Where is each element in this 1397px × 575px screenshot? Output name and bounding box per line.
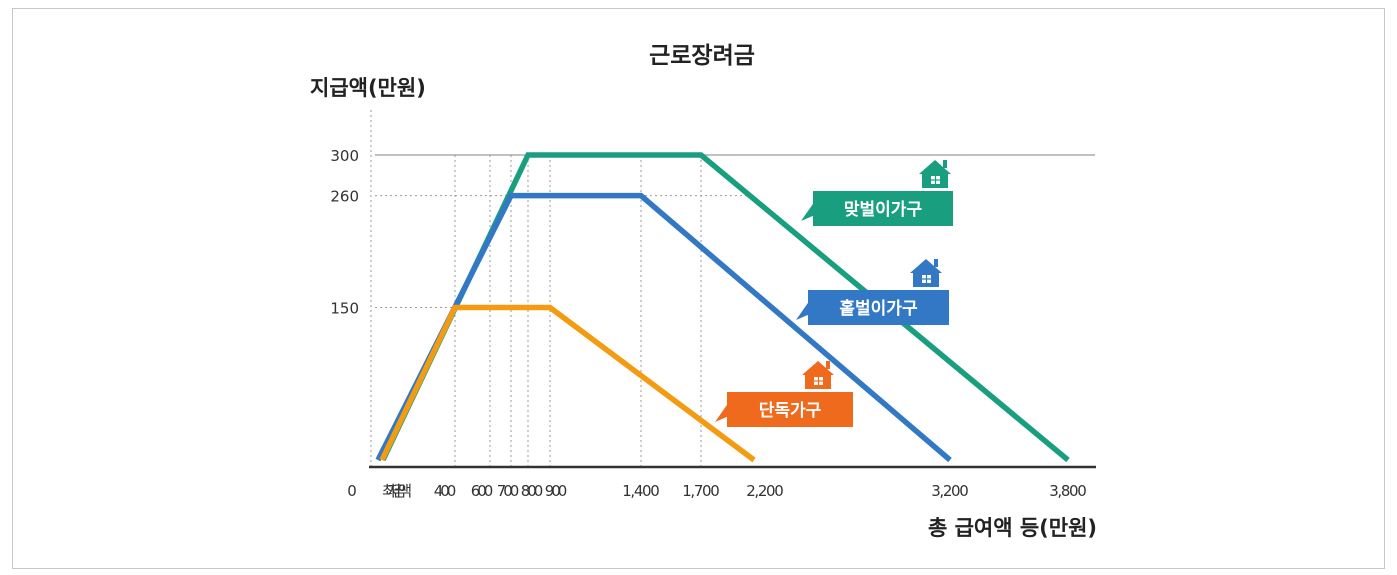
series-line-single-person <box>379 304 756 463</box>
x-tick-label: 2,200 <box>746 482 784 500</box>
x-tick-label: 700 <box>497 482 520 500</box>
label-box <box>727 392 853 427</box>
y-tick-label: 260 <box>330 188 359 206</box>
x-tick-label: 900 <box>545 482 568 500</box>
y-tick-labels: 300 260 150 <box>330 147 359 318</box>
legend-label-single-person: 단독가구 <box>715 361 853 427</box>
chart-frame <box>12 8 1385 569</box>
series-line-single-income <box>375 192 952 463</box>
y-tick-label: 150 <box>330 300 359 318</box>
label-box <box>808 290 949 325</box>
x-tick-label: 600 <box>471 482 494 500</box>
house-icon <box>919 160 951 188</box>
house-icon <box>802 361 834 389</box>
legend-text: 단독가구 <box>759 401 822 421</box>
x-tick-label: 1,400 <box>622 482 660 500</box>
callout-pointer <box>715 402 729 422</box>
callout-pointer <box>796 300 810 320</box>
legend-label-single-income: 홑벌이가구 <box>796 259 949 325</box>
x-axis-label: 총 급여액 등(만원) <box>928 516 1097 540</box>
y-axis-label: 지급액(만원) <box>310 76 426 100</box>
grid-lines <box>375 154 1095 467</box>
legend-text: 홑벌이가구 <box>839 298 918 319</box>
x-tick-label: 1,700 <box>682 482 720 500</box>
legend-text: 맞벌이가구 <box>844 200 923 220</box>
legend-label-dual-income: 맞벌이가구 <box>801 160 953 226</box>
x-tick-labels: 0 최저금액 400 600 700 800 900 1,400 1,700 2,200 3,200… <box>347 482 1087 500</box>
x-tick-label: 3,800 <box>1049 482 1087 500</box>
x-tick-label: 최저금액 <box>382 482 412 500</box>
x-tick-label: 400 <box>434 482 457 500</box>
x-tick-label: 800 <box>521 482 544 500</box>
label-box <box>813 191 953 226</box>
callout-pointer <box>801 201 815 221</box>
chart-title: 근로장려금 <box>649 43 755 69</box>
x-tick-label: 0 <box>347 482 357 500</box>
x-tick-label: 3,200 <box>931 482 969 500</box>
y-tick-label: 300 <box>330 147 359 165</box>
house-icon <box>910 259 942 287</box>
